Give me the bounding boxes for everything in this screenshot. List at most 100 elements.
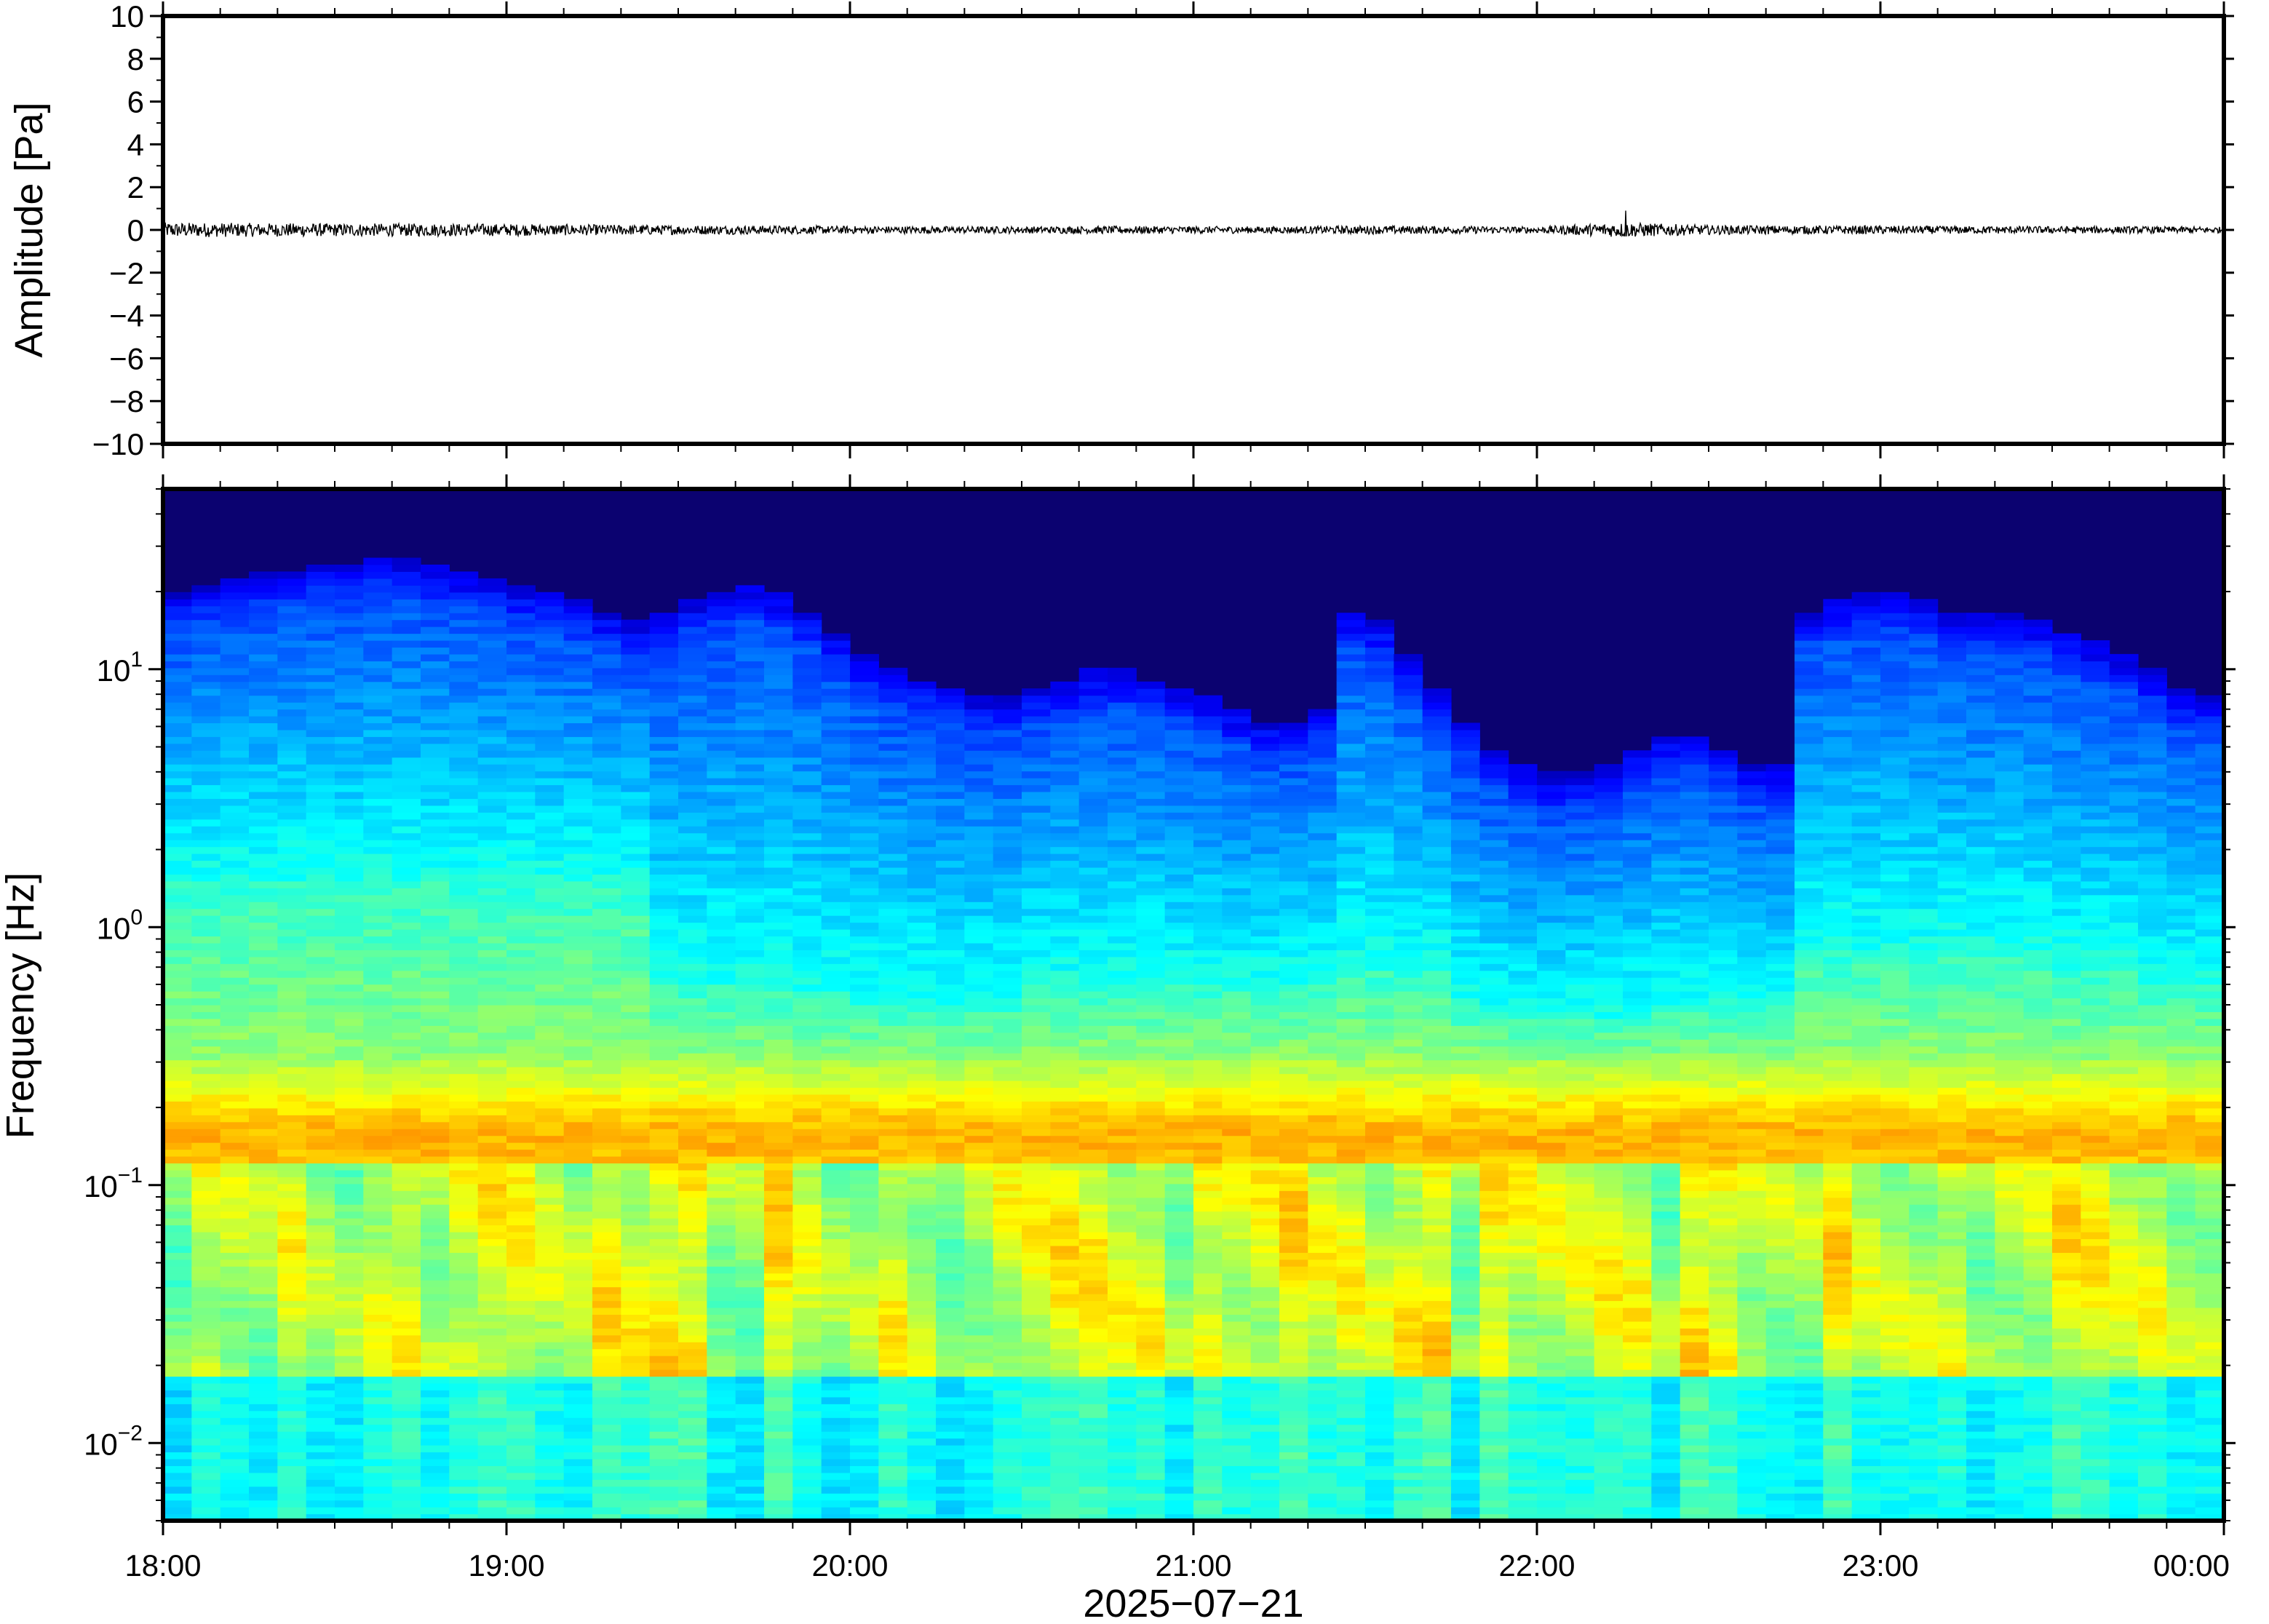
spectrogram-cell (1108, 867, 1137, 875)
spectrogram-cell (535, 984, 565, 992)
spectrogram-cell (277, 915, 307, 923)
spectrogram-cell (1108, 1059, 1137, 1067)
spectrogram-cell (1193, 929, 1223, 937)
spectrogram-cell (191, 1163, 221, 1171)
spectrogram-cell (535, 757, 565, 765)
spectrogram-cell (277, 647, 307, 655)
spectrogram-cell (392, 1507, 421, 1515)
spectrogram-cell (306, 956, 335, 964)
spectrogram-cell (764, 1094, 793, 1102)
spectrogram-cell (1108, 1493, 1137, 1501)
spectrogram-cell (163, 1245, 192, 1253)
spectrogram-cell (735, 1300, 765, 1308)
spectrogram-cell (191, 750, 221, 758)
spectrogram-cell (907, 709, 937, 717)
spectrogram-cell (563, 798, 593, 806)
spectrogram-cell (1022, 1238, 1051, 1246)
spectrogram-cell (792, 888, 822, 896)
spectrogram-cell (163, 1493, 192, 1501)
spectrogram-cell (163, 695, 192, 703)
spectrogram-cell (936, 743, 965, 751)
spectrogram-cell (936, 729, 965, 737)
spectrogram-cell (563, 1472, 593, 1480)
spectrogram-cell (535, 723, 565, 731)
spectrogram-cell (993, 1342, 1022, 1350)
spectrogram-cell (1022, 1452, 1051, 1460)
spectrogram-cell (277, 1431, 307, 1439)
spectrogram-cell (1078, 956, 1108, 964)
spectrogram-cell (163, 880, 192, 888)
spectrogram-cell (1050, 1348, 1080, 1356)
spectrogram-cell (821, 1129, 851, 1137)
spectrogram-cell (678, 1280, 707, 1288)
spectrogram-cell (421, 764, 450, 772)
spectrogram-cell (707, 1053, 736, 1061)
spectrogram-cell (163, 715, 192, 724)
spectrogram-cell (163, 791, 192, 799)
spectrogram-cell (363, 1307, 393, 1315)
spectrogram-cell (363, 1252, 393, 1260)
spectrogram-cell (477, 1135, 507, 1143)
spectrogram-cell (563, 743, 593, 751)
spectrogram-cell (163, 674, 192, 682)
spectrogram-cell (764, 1472, 793, 1480)
spectrogram-cell (907, 702, 937, 710)
spectrogram-cell (477, 1129, 507, 1137)
spectrogram-cell (1136, 908, 1166, 916)
spectrogram-cell (792, 1321, 822, 1329)
spectrogram-cell (707, 1390, 736, 1398)
spectrogram-cell (649, 1018, 679, 1026)
spectrogram-cell (1078, 1390, 1108, 1398)
waveform-y-tick-label: −8 (109, 384, 144, 418)
spectrogram-cell (277, 1273, 307, 1281)
spectrogram-cell (449, 915, 479, 923)
spectrogram-cell (850, 1087, 879, 1095)
spectrogram-cell (220, 1445, 250, 1453)
spectrogram-cell (220, 1101, 250, 1109)
spectrogram-cell (821, 1452, 851, 1460)
spectrogram-cell (1136, 1225, 1166, 1233)
spectrogram-cell (1050, 1382, 1080, 1390)
spectrogram-cell (1022, 826, 1051, 834)
spectrogram-cell (191, 1445, 221, 1453)
spectrogram-cell (878, 1500, 908, 1508)
spectrogram-cell (1164, 1115, 1194, 1123)
spectrogram-cell (306, 915, 335, 923)
spectrogram-cell (850, 715, 879, 724)
spectrogram-cell (477, 1382, 507, 1390)
spectrogram-cell (477, 1053, 507, 1061)
spectrogram-cell (621, 1067, 651, 1075)
spectrogram-cell (506, 1356, 536, 1364)
spectrogram-cell (506, 1348, 536, 1356)
spectrogram-cell (1078, 1314, 1108, 1322)
spectrogram-cell (850, 1445, 879, 1453)
spectrogram-cell (535, 633, 565, 641)
spectrogram-cell (764, 1334, 793, 1342)
spectrogram-cell (592, 1169, 621, 1177)
spectrogram-cell (335, 681, 364, 689)
spectrogram-cell (277, 1252, 307, 1260)
spectrogram-cell (220, 771, 250, 779)
spectrogram-cell (907, 1438, 937, 1446)
spectrogram-cell (707, 901, 736, 909)
spectrogram-cell (535, 1376, 565, 1384)
spectrogram-cell (1078, 715, 1108, 724)
spectrogram-cell (1108, 956, 1137, 964)
spectrogram-cell (392, 1190, 421, 1198)
spectrogram-cell (306, 784, 335, 792)
spectrogram-cell (735, 702, 765, 710)
spectrogram-cell (563, 1328, 593, 1336)
spectrogram-cell (1164, 832, 1194, 840)
spectrogram-cell (936, 1396, 965, 1404)
spectrogram-cell (220, 908, 250, 916)
spectrogram-cell (1050, 888, 1080, 896)
spectrogram-cell (821, 901, 851, 909)
spectrogram-cell (535, 1245, 565, 1253)
spectrogram-cell (220, 1438, 250, 1446)
spectrogram-cell (649, 723, 679, 731)
spectrogram-cell (535, 592, 565, 600)
spectrogram-cell (535, 1410, 565, 1418)
spectrogram-cell (649, 1382, 679, 1390)
spectrogram-cell (649, 832, 679, 840)
spectrogram-cell (1050, 901, 1080, 909)
